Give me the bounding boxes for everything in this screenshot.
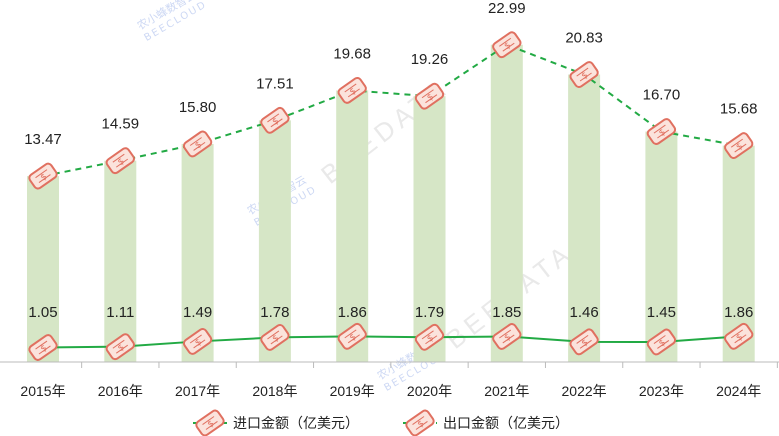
bar-0 — [27, 176, 59, 362]
import-point-8: $ — [646, 328, 677, 356]
export-label-9: 15.68 — [720, 101, 758, 118]
import-label-5: 1.79 — [415, 304, 444, 321]
bar-2 — [181, 143, 214, 362]
export-point-4: $ — [337, 76, 367, 104]
series-lines — [42, 43, 739, 349]
export-label-7: 20.83 — [565, 30, 603, 47]
export-label-2: 15.80 — [179, 99, 217, 116]
svg-text:$: $ — [39, 343, 49, 354]
export-point-0: $ — [28, 162, 58, 190]
import-label-4: 1.86 — [338, 304, 367, 321]
import-point-9: $ — [724, 322, 754, 350]
export-point-3: $ — [260, 106, 290, 134]
svg-text:$: $ — [657, 338, 667, 349]
import-point-6: $ — [492, 323, 522, 350]
svg-text:$: $ — [348, 332, 358, 343]
export-point-7: $ — [569, 61, 599, 88]
export-label-1: 14.59 — [102, 116, 140, 133]
legend-item-export: $ 出口金额（亿美元） — [403, 409, 569, 436]
tick-label-5: 2020年 — [407, 383, 452, 399]
tick-label-1: 2016年 — [98, 383, 143, 399]
svg-text:$: $ — [580, 338, 590, 349]
svg-text:$: $ — [194, 337, 204, 348]
import-label-3: 1.78 — [260, 304, 289, 321]
export-label-3: 17.51 — [256, 75, 294, 92]
import-point-0: $ — [28, 334, 58, 361]
data-labels: 13.47 14.59 15.80 17.51 19.68 19.26 22.99 20.83… — [24, 0, 757, 321]
svg-text:$: $ — [348, 86, 358, 97]
legend-item-import: $ 进口金额（亿美元） — [193, 409, 359, 436]
svg-text:$: $ — [580, 70, 590, 81]
bar-1 — [104, 160, 137, 362]
svg-text:$: $ — [116, 157, 126, 168]
svg-text:$: $ — [116, 343, 126, 354]
svg-text:$: $ — [39, 172, 49, 183]
legend-export-marker: $ — [405, 409, 435, 436]
svg-text:$: $ — [503, 41, 513, 52]
svg-text:$: $ — [271, 116, 281, 127]
bar-7 — [568, 74, 601, 363]
svg-text:$: $ — [735, 142, 745, 153]
tick-label-9: 2024年 — [716, 383, 761, 399]
bar-5 — [413, 96, 446, 362]
export-point-1: $ — [105, 147, 135, 175]
bar-3 — [258, 120, 291, 362]
import-point-5: $ — [414, 323, 445, 351]
svg-text:$: $ — [271, 333, 281, 344]
import-label-7: 1.46 — [569, 304, 598, 321]
svg-text:$: $ — [735, 332, 745, 343]
export-label-0: 13.47 — [24, 131, 62, 148]
import-point-2: $ — [182, 327, 213, 355]
legend-import-label: 进口金额（亿美元） — [233, 415, 359, 431]
export-label-6: 22.99 — [488, 0, 526, 17]
import-label-2: 1.49 — [183, 304, 212, 321]
bar-6 — [490, 44, 523, 362]
export-point-6: $ — [492, 31, 522, 59]
export-point-8: $ — [646, 118, 677, 145]
export-label-4: 19.68 — [333, 45, 371, 62]
bar-8 — [645, 131, 678, 362]
legend-export-label: 出口金额（亿美元） — [443, 415, 569, 431]
tick-label-7: 2022年 — [562, 383, 607, 399]
svg-text:$: $ — [657, 127, 667, 138]
import-point-7: $ — [569, 328, 599, 356]
export-label-5: 19.26 — [411, 51, 449, 68]
tick-label-0: 2015年 — [20, 383, 65, 399]
import-point-1: $ — [105, 333, 135, 361]
svg-text:$: $ — [503, 332, 513, 343]
import-point-3: $ — [260, 323, 290, 351]
export-point-5: $ — [414, 82, 445, 110]
series-markers: $ $ $ $ $ $ $ $ $ $ $ $ $ $ $ $ $ $ $ $ — [28, 31, 754, 361]
svg-text:$: $ — [425, 92, 435, 103]
x-axis-ticks: 2015年 2016年 2017年 2018年 2019年 2020年 2021年 2022年… — [20, 362, 778, 399]
bars — [27, 44, 755, 363]
bar-4 — [336, 90, 369, 362]
svg-text:$: $ — [425, 333, 435, 344]
export-point-2: $ — [182, 130, 213, 158]
import-label-8: 1.45 — [647, 304, 676, 321]
svg-text:$: $ — [206, 419, 216, 430]
import-label-1: 1.11 — [106, 304, 134, 321]
export-label-8: 16.70 — [643, 87, 681, 104]
tick-label-2: 2017年 — [175, 383, 220, 399]
tick-label-6: 2021年 — [484, 383, 529, 399]
legend: $ 进口金额（亿美元） $ 出口金额（亿美元） — [193, 409, 569, 436]
tick-label-8: 2023年 — [639, 383, 684, 399]
import-label-6: 1.85 — [492, 304, 521, 321]
export-point-9: $ — [724, 132, 754, 160]
tick-label-4: 2019年 — [330, 383, 375, 399]
tick-label-3: 2018年 — [252, 383, 297, 399]
import-label-9: 1.86 — [724, 304, 753, 321]
import-point-4: $ — [337, 322, 367, 350]
import-line — [42, 335, 739, 349]
import-label-0: 1.05 — [28, 304, 57, 321]
svg-text:$: $ — [194, 140, 204, 151]
svg-text:$: $ — [416, 419, 426, 430]
legend-import-marker: $ — [195, 409, 225, 436]
